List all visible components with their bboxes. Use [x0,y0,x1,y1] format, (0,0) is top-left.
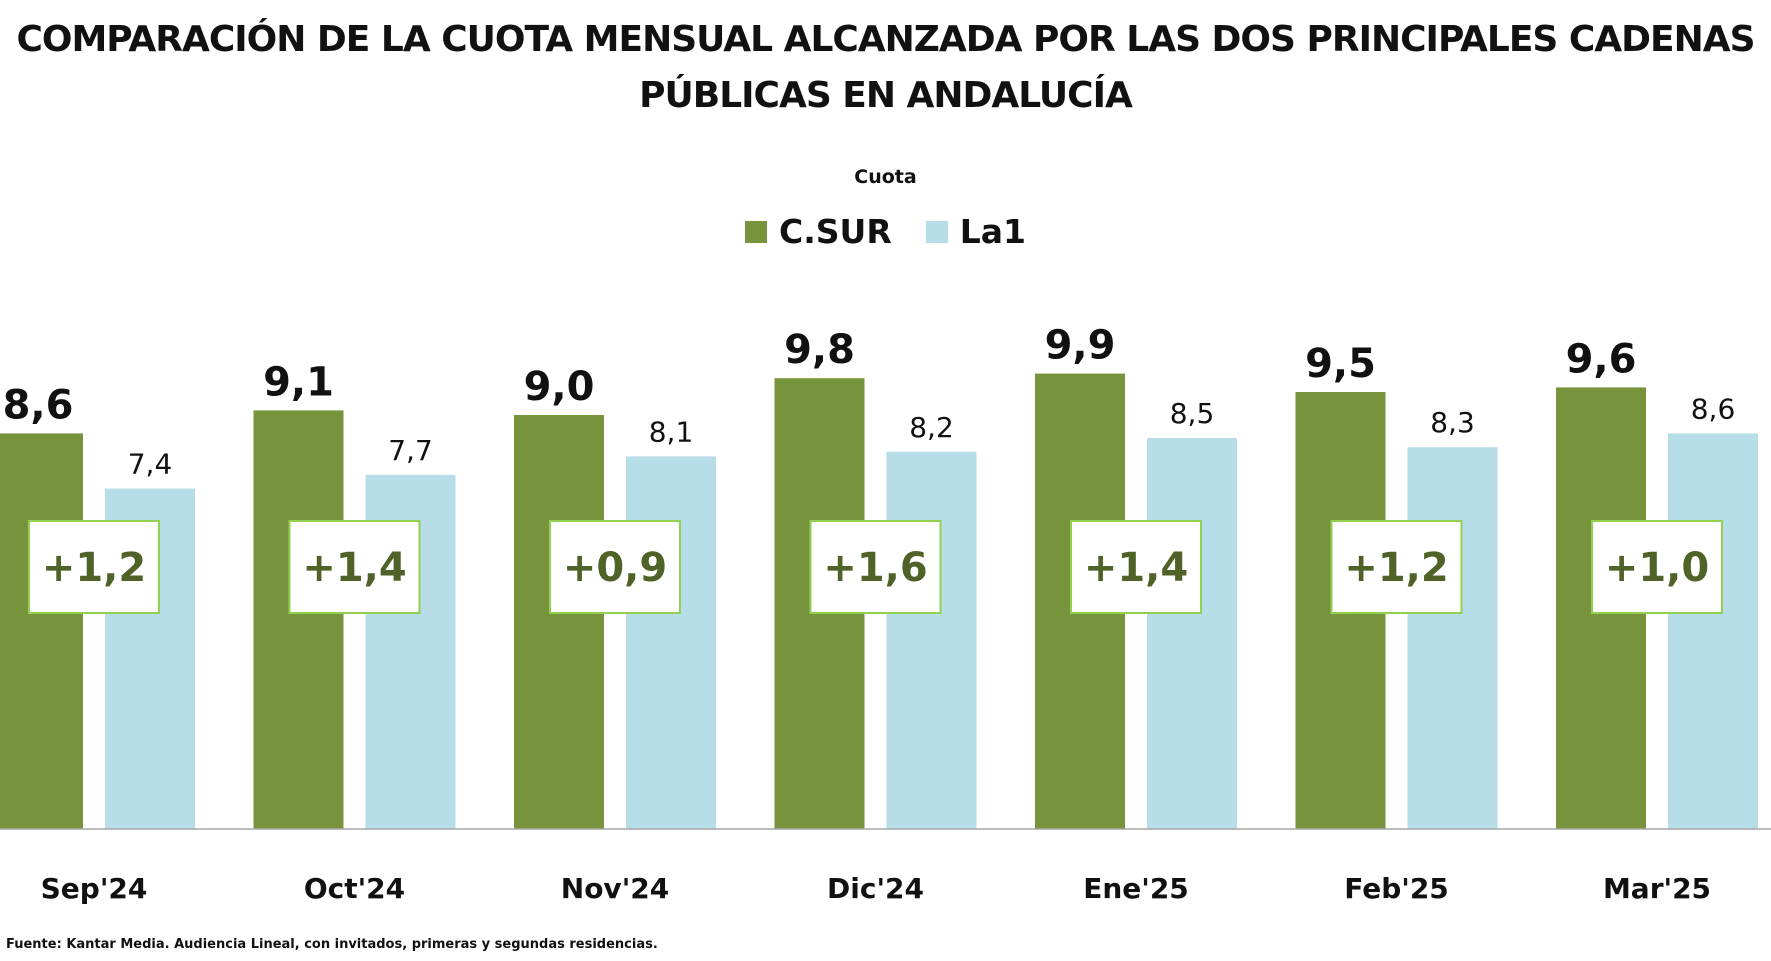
difference-box [288,520,421,614]
legend-swatch-csur [745,220,767,243]
chart-title-line-2: PÚBLICAS EN ANDALUCÍA [639,75,1133,116]
difference-box [549,520,681,614]
data-label-la1: 7,4 [128,448,173,481]
x-tick-label: Feb'25 [1344,872,1449,905]
chart-legend: C.SUR La1 [0,212,1771,251]
source-note: Fuente: Kantar Media. Audiencia Lineal, … [6,937,658,952]
data-label-la1: 8,2 [909,411,954,444]
bar-csur [514,415,604,829]
data-label-la1: 8,1 [649,415,694,448]
difference-label: +1,2 [42,545,146,591]
difference-box [1330,520,1463,614]
data-label-csur: 9,1 [263,359,334,405]
data-label-csur: 9,5 [1305,341,1376,387]
x-tick-label: Ene'25 [1083,872,1189,905]
data-label-la1: 7,7 [388,434,433,467]
difference-label: +1,0 [1605,545,1709,591]
data-label-csur: 9,0 [524,364,595,410]
data-label-la1: 8,6 [1691,392,1736,425]
difference-label: +0,9 [563,545,667,591]
chart-subtitle: Cuota [854,166,917,188]
bar-la1 [1407,447,1498,829]
x-tick-label: Mar'25 [1603,872,1711,905]
data-label-la1: 8,3 [1430,406,1475,439]
x-tick-label: Oct'24 [304,872,405,905]
difference-box [1591,520,1723,614]
bar-la1 [1147,438,1237,829]
difference-label: +1,4 [302,545,406,591]
x-tick-label: Sep'24 [41,872,148,905]
bar-la1 [886,451,977,829]
difference-box [1070,520,1202,614]
data-label-csur: 8,6 [3,382,74,428]
data-label-la1: 8,5 [1170,397,1215,430]
difference-box [809,520,942,614]
legend-label-la1: La1 [959,212,1026,251]
chart-title: COMPARACIÓN DE LA CUOTA MENSUAL ALCANZAD… [0,12,1771,124]
difference-box [28,520,160,614]
legend-item-la1: La1 [925,212,1026,251]
legend-swatch-la1 [925,220,948,243]
bar-csur [253,410,344,829]
legend-item-csur: C.SUR [745,212,892,251]
data-label-csur: 9,9 [1045,323,1116,369]
x-tick-label: Nov'24 [561,872,669,905]
data-label-csur: 9,6 [1566,336,1637,382]
chart-title-line-1: COMPARACIÓN DE LA CUOTA MENSUAL ALCANZAD… [16,19,1755,60]
difference-label: +1,2 [1344,545,1448,591]
bar-la1 [626,456,716,829]
difference-label: +1,4 [1084,545,1188,591]
bar-la1 [1668,433,1758,829]
data-label-csur: 9,8 [784,327,855,373]
bar-csur [0,433,83,829]
difference-label: +1,6 [823,545,927,591]
x-tick-label: Dic'24 [827,872,924,905]
legend-label-csur: C.SUR [779,212,892,251]
